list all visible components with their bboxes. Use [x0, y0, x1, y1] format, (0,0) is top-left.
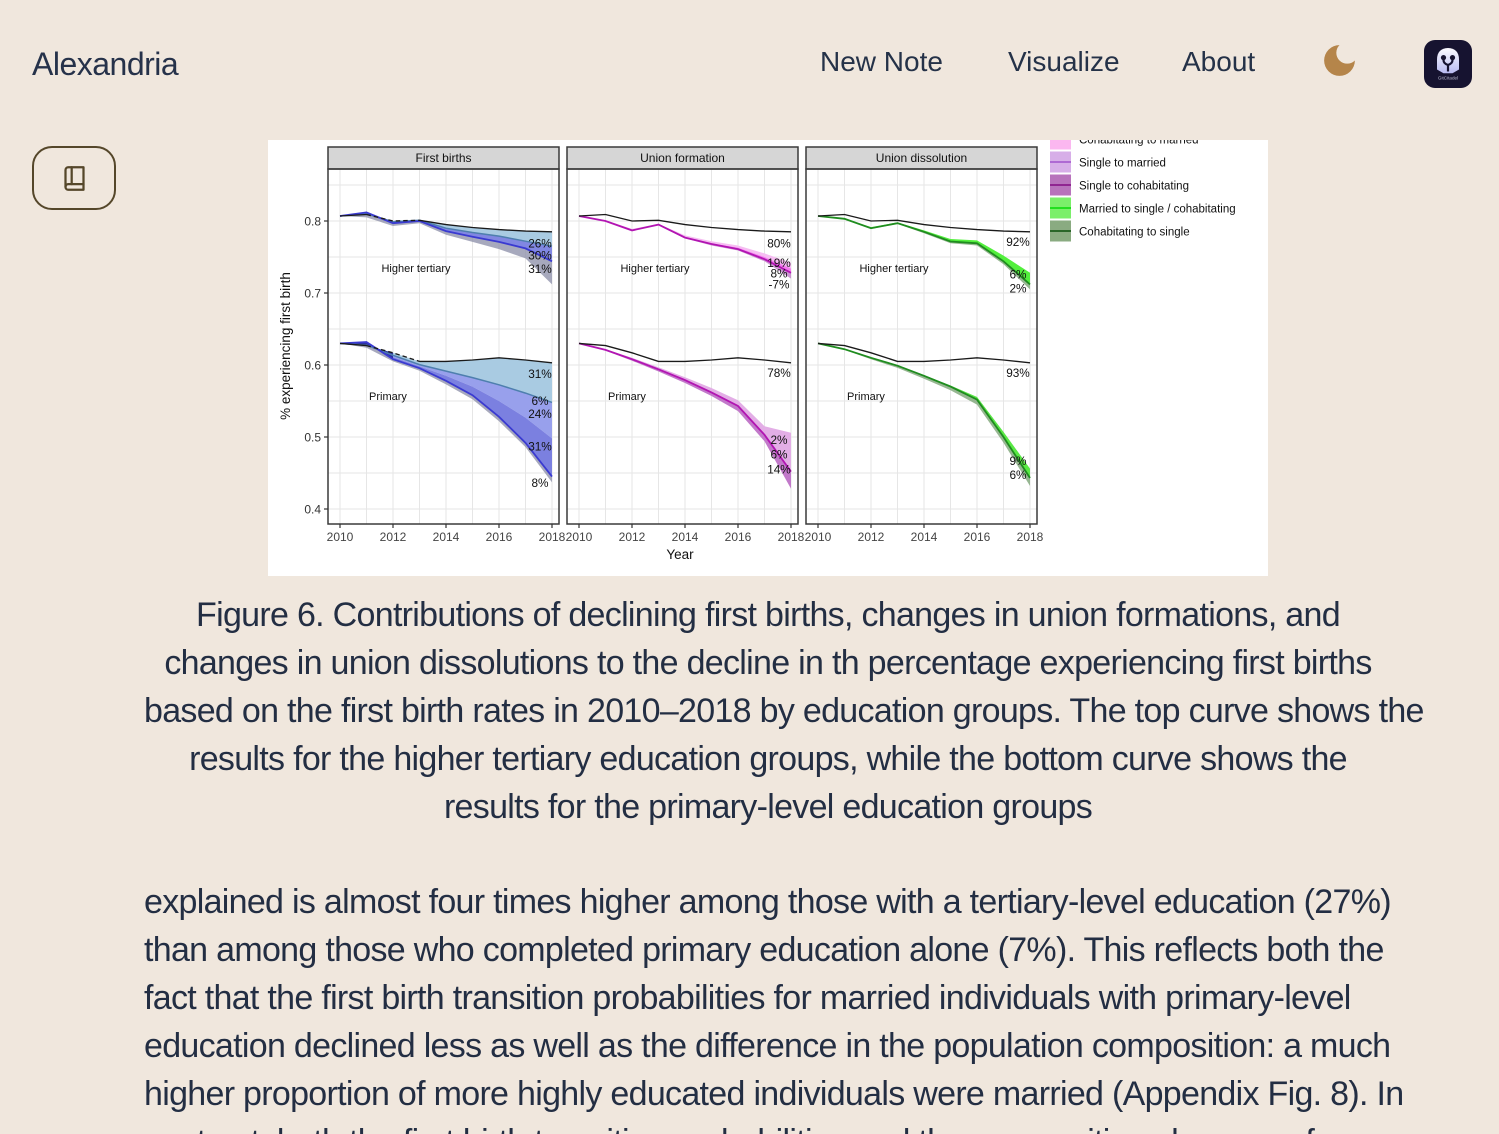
svg-text:31%: 31%	[528, 439, 552, 453]
svg-text:Union dissolution: Union dissolution	[876, 151, 967, 165]
svg-text:Union formation: Union formation	[640, 151, 725, 165]
svg-text:-7%: -7%	[769, 277, 790, 291]
svg-text:6%: 6%	[1009, 267, 1027, 281]
svg-text:0.8: 0.8	[304, 215, 321, 229]
svg-text:2010: 2010	[805, 530, 832, 544]
svg-text:30%: 30%	[528, 249, 552, 263]
svg-text:92%: 92%	[1006, 235, 1030, 249]
svg-text:Single to married: Single to married	[1079, 158, 1166, 170]
svg-text:Cohabitating to married: Cohabitating to married	[1079, 140, 1199, 147]
svg-text:Single to cohabitating: Single to cohabitating	[1079, 181, 1189, 193]
svg-text:Primary: Primary	[369, 391, 407, 403]
svg-text:2016: 2016	[725, 530, 752, 544]
svg-text:31%: 31%	[528, 367, 552, 381]
svg-text:8%: 8%	[770, 267, 788, 281]
svg-text:14%: 14%	[767, 462, 791, 476]
svg-text:2%: 2%	[770, 433, 788, 447]
svg-text:78%: 78%	[767, 366, 791, 380]
svg-text:26%: 26%	[528, 236, 552, 250]
svg-text:First births: First births	[415, 151, 471, 165]
svg-text:80%: 80%	[767, 236, 791, 250]
svg-text:Primary: Primary	[608, 391, 646, 403]
svg-text:24%: 24%	[528, 407, 552, 421]
svg-text:6%: 6%	[770, 447, 788, 461]
svg-text:19%: 19%	[767, 256, 791, 270]
svg-text:9%: 9%	[1009, 454, 1027, 468]
svg-text:31%: 31%	[528, 262, 552, 276]
svg-text:% experiencing first birth: % experiencing first birth	[278, 272, 293, 420]
svg-text:2012: 2012	[380, 530, 407, 544]
svg-text:GitCitadel: GitCitadel	[1438, 76, 1458, 81]
svg-text:2014: 2014	[433, 530, 460, 544]
svg-text:2016: 2016	[964, 530, 991, 544]
svg-text:0.7: 0.7	[304, 287, 321, 301]
svg-text:93%: 93%	[1006, 366, 1030, 380]
svg-text:2012: 2012	[858, 530, 885, 544]
svg-text:2010: 2010	[327, 530, 354, 544]
svg-text:2012: 2012	[619, 530, 646, 544]
svg-text:Cohabitating to single: Cohabitating to single	[1079, 227, 1190, 239]
svg-text:Higher tertiary: Higher tertiary	[859, 263, 929, 275]
svg-text:2010: 2010	[566, 530, 593, 544]
svg-text:0.4: 0.4	[304, 503, 321, 517]
svg-text:0.6: 0.6	[304, 359, 321, 373]
svg-text:Year: Year	[666, 547, 694, 562]
svg-text:8%: 8%	[531, 476, 549, 490]
svg-text:Married to single / cohabitati: Married to single / cohabitating	[1079, 204, 1236, 216]
svg-text:2016: 2016	[486, 530, 513, 544]
svg-text:2018: 2018	[539, 530, 566, 544]
svg-text:6%: 6%	[1009, 468, 1027, 482]
svg-text:0.5: 0.5	[304, 431, 321, 445]
svg-text:2014: 2014	[672, 530, 699, 544]
svg-text:2%: 2%	[1009, 282, 1027, 296]
svg-text:Primary: Primary	[847, 391, 885, 403]
svg-text:2014: 2014	[911, 530, 938, 544]
svg-text:6%: 6%	[531, 394, 549, 408]
svg-text:Higher tertiary: Higher tertiary	[620, 263, 690, 275]
svg-text:2018: 2018	[1017, 530, 1044, 544]
svg-text:Higher tertiary: Higher tertiary	[381, 263, 451, 275]
svg-text:2018: 2018	[778, 530, 805, 544]
